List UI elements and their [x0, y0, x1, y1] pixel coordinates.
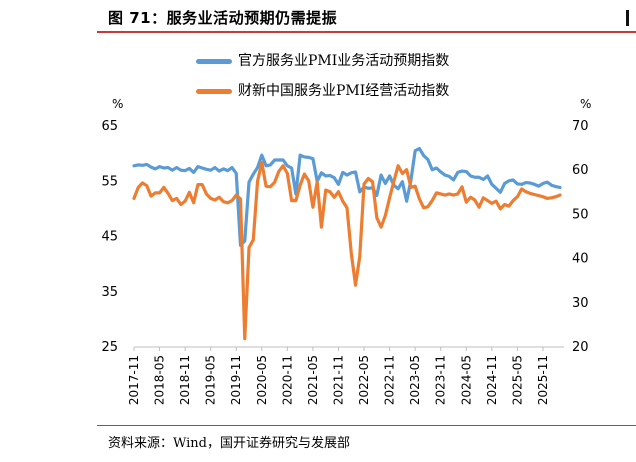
legend-swatch-blue [196, 59, 232, 64]
x-tick-label: 2022-05 [357, 355, 371, 405]
x-tick-label: 2017-11 [127, 355, 141, 405]
x-tick-label: 2024-11 [485, 355, 499, 405]
legend-label-caixin: 财新中国服务业PMI经营活动指数 [238, 83, 450, 99]
x-tick-label: 2018-05 [153, 355, 167, 405]
figure-title: 图 71：服务业活动预期仍需提振 [108, 9, 338, 27]
left-axis-unit: % [112, 97, 123, 111]
right-y-tick-label: 70 [572, 119, 589, 134]
x-tick-label: 2022-11 [383, 355, 397, 405]
x-tick-label: 2019-11 [229, 355, 243, 405]
right-y-tick-label: 30 [572, 296, 589, 311]
right-axis-unit: % [580, 97, 591, 111]
x-tick-label: 2020-11 [280, 355, 294, 405]
x-tick-label: 2021-11 [331, 355, 345, 405]
x-tick-label: 2023-11 [434, 355, 448, 405]
series-layer [132, 146, 562, 341]
right-y-tick-label: 40 [572, 252, 589, 267]
source-note: 资料来源：Wind，国开证券研究与发展部 [108, 436, 350, 451]
x-tick-label: 2021-05 [306, 355, 320, 405]
right-y-tick-label: 20 [572, 340, 589, 355]
legend-label-official: 官方服务业PMI业务活动预期指数 [238, 53, 450, 69]
series-line-caixin-services-pmi [132, 160, 562, 341]
x-tick-label: 2023-05 [408, 355, 422, 405]
title-divider [97, 31, 636, 33]
left-y-tick-label: 35 [101, 285, 118, 300]
x-tick-label: 2019-05 [204, 355, 218, 405]
right-y-tick-label: 60 [572, 163, 589, 178]
x-tick-label: 2025-05 [510, 355, 524, 405]
left-y-tick-label: 45 [101, 230, 118, 245]
left-y-tick-label: 65 [101, 119, 118, 134]
series-line-official-services-expectation [132, 146, 562, 247]
axes-layer: 2017-11 2018-05 2018-11 2019-05 2019-11 2020-… [101, 97, 591, 405]
adjacent-figure-edge [626, 10, 636, 26]
x-tick-label: 2024-05 [459, 355, 473, 405]
legend-swatch-orange [196, 89, 232, 94]
x-tick-label: 2018-11 [178, 355, 192, 405]
left-y-tick-label: 25 [101, 340, 118, 355]
left-y-tick-label: 55 [101, 174, 118, 189]
x-tick-label: 2020-05 [255, 355, 269, 405]
figure-header: 图 71：服务业活动预期仍需提振 [0, 0, 636, 34]
x-tick-label: 2025-11 [536, 355, 550, 405]
right-y-tick-label: 50 [572, 207, 589, 222]
footer-divider [97, 425, 636, 426]
